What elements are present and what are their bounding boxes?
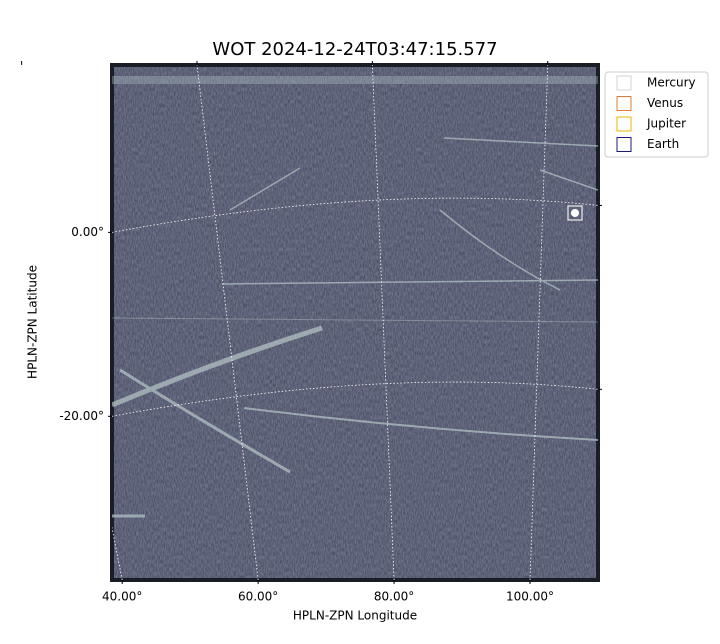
grid-line <box>112 381 598 417</box>
x-tick-label: 60.00° <box>238 590 278 604</box>
legend-marker <box>616 96 632 111</box>
grid-line <box>196 65 259 580</box>
y-tick-label: 0.00° <box>71 225 104 239</box>
legend-marker <box>616 137 632 152</box>
y-axis-label: HPLN-ZPN Latitude <box>26 265 40 379</box>
y-tick-label: -20.00° <box>59 409 104 423</box>
legend-label: Jupiter <box>646 117 686 131</box>
legend-label: Venus <box>647 96 683 110</box>
legend-label: Mercury <box>647 76 696 90</box>
grid-line <box>112 197 598 233</box>
x-tick-label: 80.00° <box>374 590 414 604</box>
chart-title: WOT 2024-12-24T03:47:15.577 <box>212 39 497 60</box>
x-axis-label: HPLN-ZPN Longitude <box>293 609 417 623</box>
legend-marker <box>616 116 632 132</box>
x-tick-label: 40.00° <box>102 590 142 604</box>
x-tick-label: 100.00° <box>506 590 554 604</box>
legend-marker <box>616 75 632 91</box>
image <box>110 63 600 582</box>
legend <box>604 71 709 158</box>
legend-label: Earth <box>647 137 679 151</box>
